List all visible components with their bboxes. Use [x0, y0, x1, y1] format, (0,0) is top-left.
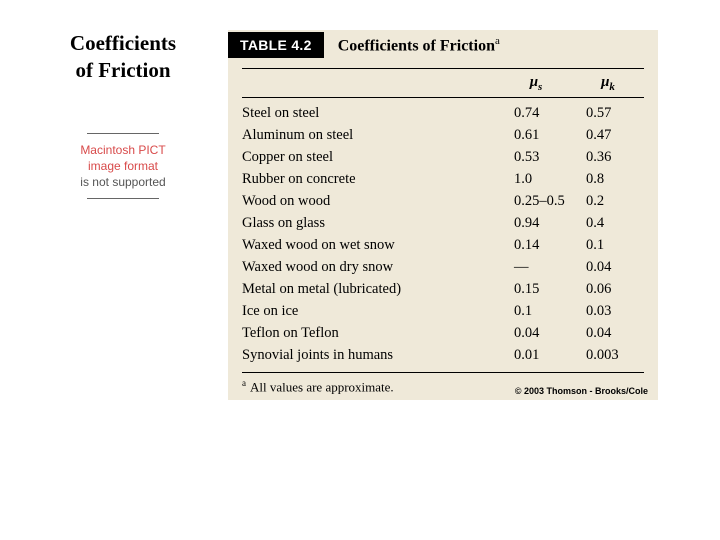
cell-material: Copper on steel: [242, 146, 500, 168]
cell-mus: 0.04: [500, 322, 572, 344]
col-header-material: [242, 74, 500, 93]
cell-muk: 0.06: [572, 278, 644, 300]
cell-material: Aluminum on steel: [242, 124, 500, 146]
table-row: Wood on wood0.25–0.50.2: [242, 190, 644, 212]
table-number-tag: TABLE 4.2: [228, 32, 324, 58]
left-panel: Coefficients of Friction Macintosh PICT …: [38, 30, 208, 400]
pict-line-2: image format: [88, 159, 158, 173]
col-header-muk: μk: [572, 74, 644, 93]
table-row: Steel on steel0.740.57: [242, 102, 644, 124]
mus-sub: s: [538, 81, 542, 93]
table-caption: Coefficients of Frictiona: [338, 35, 500, 55]
cell-material: Waxed wood on wet snow: [242, 234, 500, 256]
column-headers: μs μk: [242, 68, 644, 98]
cell-mus: 0.01: [500, 344, 572, 366]
pict-message: Macintosh PICT image format is not suppo…: [38, 142, 208, 191]
footnote-text: All values are approximate.: [250, 380, 394, 395]
cell-material: Waxed wood on dry snow: [242, 256, 500, 278]
cell-muk: 0.2: [572, 190, 644, 212]
cell-material: Steel on steel: [242, 102, 500, 124]
cell-muk: 0.03: [572, 300, 644, 322]
table-header-bar: TABLE 4.2 Coefficients of Frictiona: [228, 30, 658, 60]
table-row: Teflon on Teflon0.040.04: [242, 322, 644, 344]
table-row: Waxed wood on dry snow—0.04: [242, 256, 644, 278]
table-row: Rubber on concrete1.00.8: [242, 168, 644, 190]
cell-muk: 0.4: [572, 212, 644, 234]
cell-mus: 0.1: [500, 300, 572, 322]
cell-mus: 0.25–0.5: [500, 190, 572, 212]
cell-muk: 0.8: [572, 168, 644, 190]
cell-material: Wood on wood: [242, 190, 500, 212]
pict-line-3: is not supported: [80, 175, 165, 189]
caption-sup: a: [495, 35, 500, 47]
page-container: Coefficients of Friction Macintosh PICT …: [0, 0, 720, 400]
title-line-2: of Friction: [75, 58, 170, 82]
copyright: © 2003 Thomson - Brooks/Cole: [515, 386, 648, 396]
cell-material: Metal on metal (lubricated): [242, 278, 500, 300]
cell-mus: 0.61: [500, 124, 572, 146]
cell-mus: 0.15: [500, 278, 572, 300]
table-body: μs μk Steel on steel0.740.57Aluminum on …: [228, 60, 658, 400]
cell-mus: —: [500, 256, 572, 278]
pict-divider-bottom: [87, 198, 159, 199]
cell-muk: 0.47: [572, 124, 644, 146]
page-title: Coefficients of Friction: [38, 30, 208, 85]
cell-muk: 0.36: [572, 146, 644, 168]
table-row: Glass on glass0.940.4: [242, 212, 644, 234]
cell-mus: 0.53: [500, 146, 572, 168]
cell-muk: 0.003: [572, 344, 644, 366]
cell-mus: 0.14: [500, 234, 572, 256]
footnote-sup: a: [242, 378, 246, 388]
table-panel: TABLE 4.2 Coefficients of Frictiona μs μ…: [228, 30, 658, 400]
cell-muk: 0.1: [572, 234, 644, 256]
cell-mus: 1.0: [500, 168, 572, 190]
cell-mus: 0.74: [500, 102, 572, 124]
cell-material: Synovial joints in humans: [242, 344, 500, 366]
mus-symbol: μ: [530, 74, 538, 90]
cell-material: Glass on glass: [242, 212, 500, 234]
cell-material: Teflon on Teflon: [242, 322, 500, 344]
table-row: Aluminum on steel0.610.47: [242, 124, 644, 146]
pict-divider-top: [87, 133, 159, 134]
pict-line-1: Macintosh PICT: [80, 143, 165, 157]
table-row: Synovial joints in humans0.010.003: [242, 344, 644, 366]
cell-material: Ice on ice: [242, 300, 500, 322]
data-rows: Steel on steel0.740.57Aluminum on steel0…: [242, 98, 644, 370]
col-header-mus: μs: [500, 74, 572, 93]
table-row: Metal on metal (lubricated)0.150.06: [242, 278, 644, 300]
cell-muk: 0.04: [572, 322, 644, 344]
caption-text: Coefficients of Friction: [338, 37, 495, 54]
title-line-1: Coefficients: [70, 31, 176, 55]
cell-muk: 0.04: [572, 256, 644, 278]
cell-muk: 0.57: [572, 102, 644, 124]
pict-placeholder: Macintosh PICT image format is not suppo…: [38, 133, 208, 200]
table-row: Waxed wood on wet snow0.140.1: [242, 234, 644, 256]
cell-mus: 0.94: [500, 212, 572, 234]
table-row: Copper on steel0.530.36: [242, 146, 644, 168]
muk-sub: k: [609, 81, 615, 93]
cell-material: Rubber on concrete: [242, 168, 500, 190]
table-row: Ice on ice0.10.03: [242, 300, 644, 322]
